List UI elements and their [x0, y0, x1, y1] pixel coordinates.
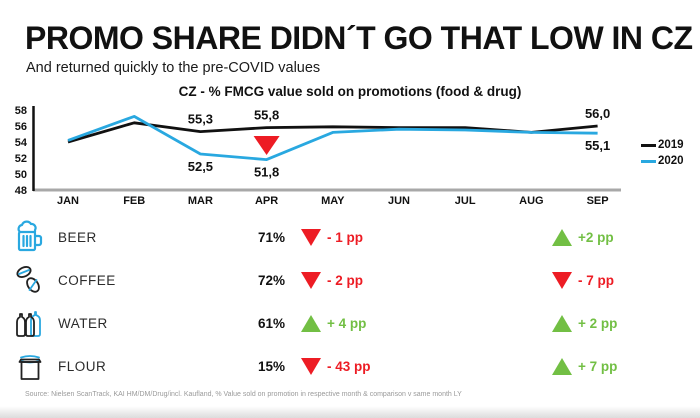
row-label: WATER	[58, 316, 108, 331]
svg-text:52: 52	[15, 153, 27, 165]
svg-text:58: 58	[15, 105, 27, 117]
down-arrow-icon	[301, 272, 321, 289]
up-arrow-icon	[552, 358, 572, 375]
svg-text:MAY: MAY	[321, 195, 345, 207]
up-arrow-icon	[552, 315, 572, 332]
nielsen-logo: n	[678, 0, 689, 18]
up-arrow-icon	[301, 315, 321, 332]
row-label: COFFEE	[58, 273, 116, 288]
category-table: BEER 71% - 1 pp +2 pp COFFEE 72% - 2 pp …	[0, 216, 700, 388]
svg-text:51,8: 51,8	[254, 165, 279, 180]
table-row-beer: BEER 71% - 1 pp +2 pp	[0, 216, 700, 259]
chart-title: CZ - % FMCG value sold on promotions (fo…	[178, 84, 522, 99]
svg-text:48: 48	[15, 185, 27, 197]
svg-text:JAN: JAN	[57, 195, 79, 207]
row-change-apr: - 43 pp	[327, 359, 371, 374]
coffee-icon	[16, 265, 40, 293]
row-share: 15%	[257, 359, 285, 374]
down-arrow-icon	[301, 229, 321, 246]
svg-text:JUN: JUN	[388, 195, 410, 207]
row-share: 71%	[257, 230, 285, 245]
row-label: BEER	[58, 230, 97, 245]
svg-text:MAR: MAR	[188, 195, 213, 207]
row-share: 72%	[257, 273, 285, 288]
down-arrow-icon	[301, 358, 321, 375]
svg-text:55,1: 55,1	[585, 138, 610, 153]
page-title: PROMO SHARE DIDN´T GO THAT LOW IN CZ	[25, 20, 693, 56]
svg-text:56: 56	[15, 121, 27, 133]
svg-text:54: 54	[15, 137, 28, 149]
svg-text:FEB: FEB	[123, 195, 145, 207]
legend-label-2019: 2019	[658, 139, 684, 151]
chart-legend: 2019 2020	[641, 137, 684, 169]
table-row-coffee: COFFEE 72% - 2 pp - 7 pp	[0, 259, 700, 302]
row-change-sep: +2 pp	[578, 230, 614, 245]
svg-text:52,5: 52,5	[188, 159, 213, 174]
flour-icon	[18, 354, 42, 380]
page-subtitle: And returned quickly to the pre-COVID va…	[26, 60, 321, 76]
row-change-apr: - 1 pp	[327, 230, 363, 245]
beer-icon	[17, 220, 43, 251]
svg-text:56,0: 56,0	[585, 106, 610, 121]
bottom-fade	[0, 406, 700, 418]
table-row-flour: FLOUR 15% - 43 pp + 7 pp	[0, 345, 700, 388]
up-arrow-icon	[552, 229, 572, 246]
table-row-water: WATER 61% + 4 pp + 2 pp	[0, 302, 700, 345]
legend-entry-2019: 2019	[641, 137, 684, 153]
svg-text:55,3: 55,3	[188, 112, 213, 127]
svg-text:AUG: AUG	[519, 195, 543, 207]
legend-entry-2020: 2020	[641, 153, 684, 169]
legend-swatch-2019	[641, 143, 656, 147]
svg-text:SEP: SEP	[587, 195, 609, 207]
svg-text:JUL: JUL	[455, 195, 476, 207]
row-change-sep: - 7 pp	[578, 273, 614, 288]
row-label: FLOUR	[58, 359, 107, 374]
row-change-apr: + 4 pp	[327, 316, 367, 331]
row-change-sep: + 7 pp	[578, 359, 618, 374]
svg-text:APR: APR	[255, 195, 278, 207]
down-arrow-icon	[552, 272, 572, 289]
row-change-sep: + 2 pp	[578, 316, 618, 331]
row-share: 61%	[257, 316, 285, 331]
legend-label-2020: 2020	[658, 155, 684, 167]
legend-swatch-2020	[641, 159, 656, 163]
source-note: Source: Nielsen ScanTrack, KAI HM/DM/Dru…	[25, 391, 462, 398]
promo-share-line-chart: 58 56 54 52 50 48 JAN FEB MAR APR MAY JUN JUL AUG SEP 5…	[15, 105, 621, 207]
svg-text:55,8: 55,8	[254, 108, 279, 123]
svg-text:50: 50	[15, 169, 27, 181]
row-change-apr: - 2 pp	[327, 273, 363, 288]
water-icon	[16, 310, 41, 337]
